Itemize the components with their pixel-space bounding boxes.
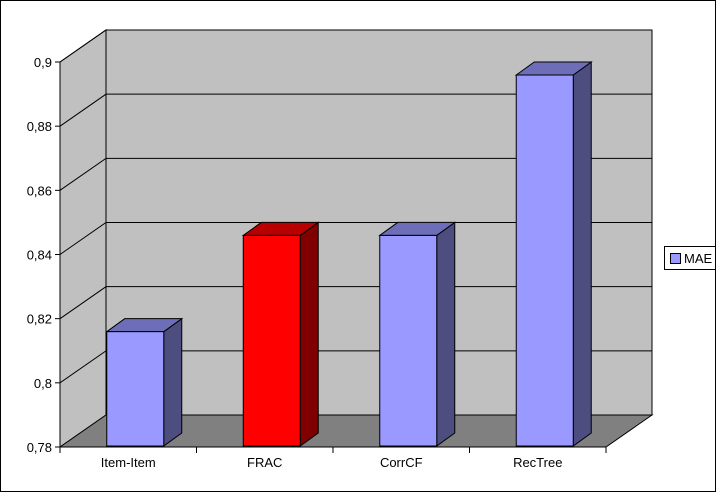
- x-tick-label: RecTree: [513, 455, 562, 470]
- y-tick-label: 0,78: [27, 440, 52, 455]
- y-tick-label: 0,8: [34, 376, 52, 391]
- bar-corrcf: [378, 221, 457, 447]
- bar-front: [106, 331, 165, 447]
- bars: [105, 61, 593, 447]
- bar-side: [299, 221, 319, 447]
- x-tick-label: FRAC: [247, 455, 282, 470]
- y-tick-label: 0,82: [27, 312, 52, 327]
- bar-front: [242, 234, 301, 447]
- bar-item-item: [105, 317, 184, 447]
- bar-side: [163, 317, 183, 447]
- bar-rectree: [514, 61, 593, 447]
- gridlines: [59, 29, 652, 384]
- gridline: [59, 157, 652, 191]
- y-tick-label: 0,88: [27, 119, 52, 134]
- y-tick-label: 0,84: [27, 248, 52, 263]
- legend: MAE: [664, 246, 715, 270]
- bar-front: [379, 234, 438, 447]
- x-tick-label: Item-Item: [101, 455, 156, 470]
- gridline: [59, 93, 652, 127]
- x-axis-labels: Item-Item FRAC CorrCF RecTree: [59, 447, 607, 470]
- x-tick-label: CorrCF: [380, 455, 423, 470]
- bar-side: [436, 221, 456, 447]
- y-axis-ticks: 0,78 0,8 0,82 0,84 0,86 0,88 0,9: [27, 55, 60, 455]
- y-tick-label: 0,86: [27, 183, 52, 198]
- gridline: [59, 29, 652, 63]
- bar-side: [572, 61, 592, 447]
- gridline: [59, 286, 652, 320]
- bar-front: [515, 74, 574, 447]
- gridline: [59, 222, 652, 255]
- gridline: [59, 350, 652, 384]
- bar-frac: [241, 221, 320, 447]
- legend-label-mae: MAE: [684, 250, 713, 266]
- legend-swatch-mae: [670, 252, 681, 264]
- y-tick-label: 0,9: [34, 55, 52, 70]
